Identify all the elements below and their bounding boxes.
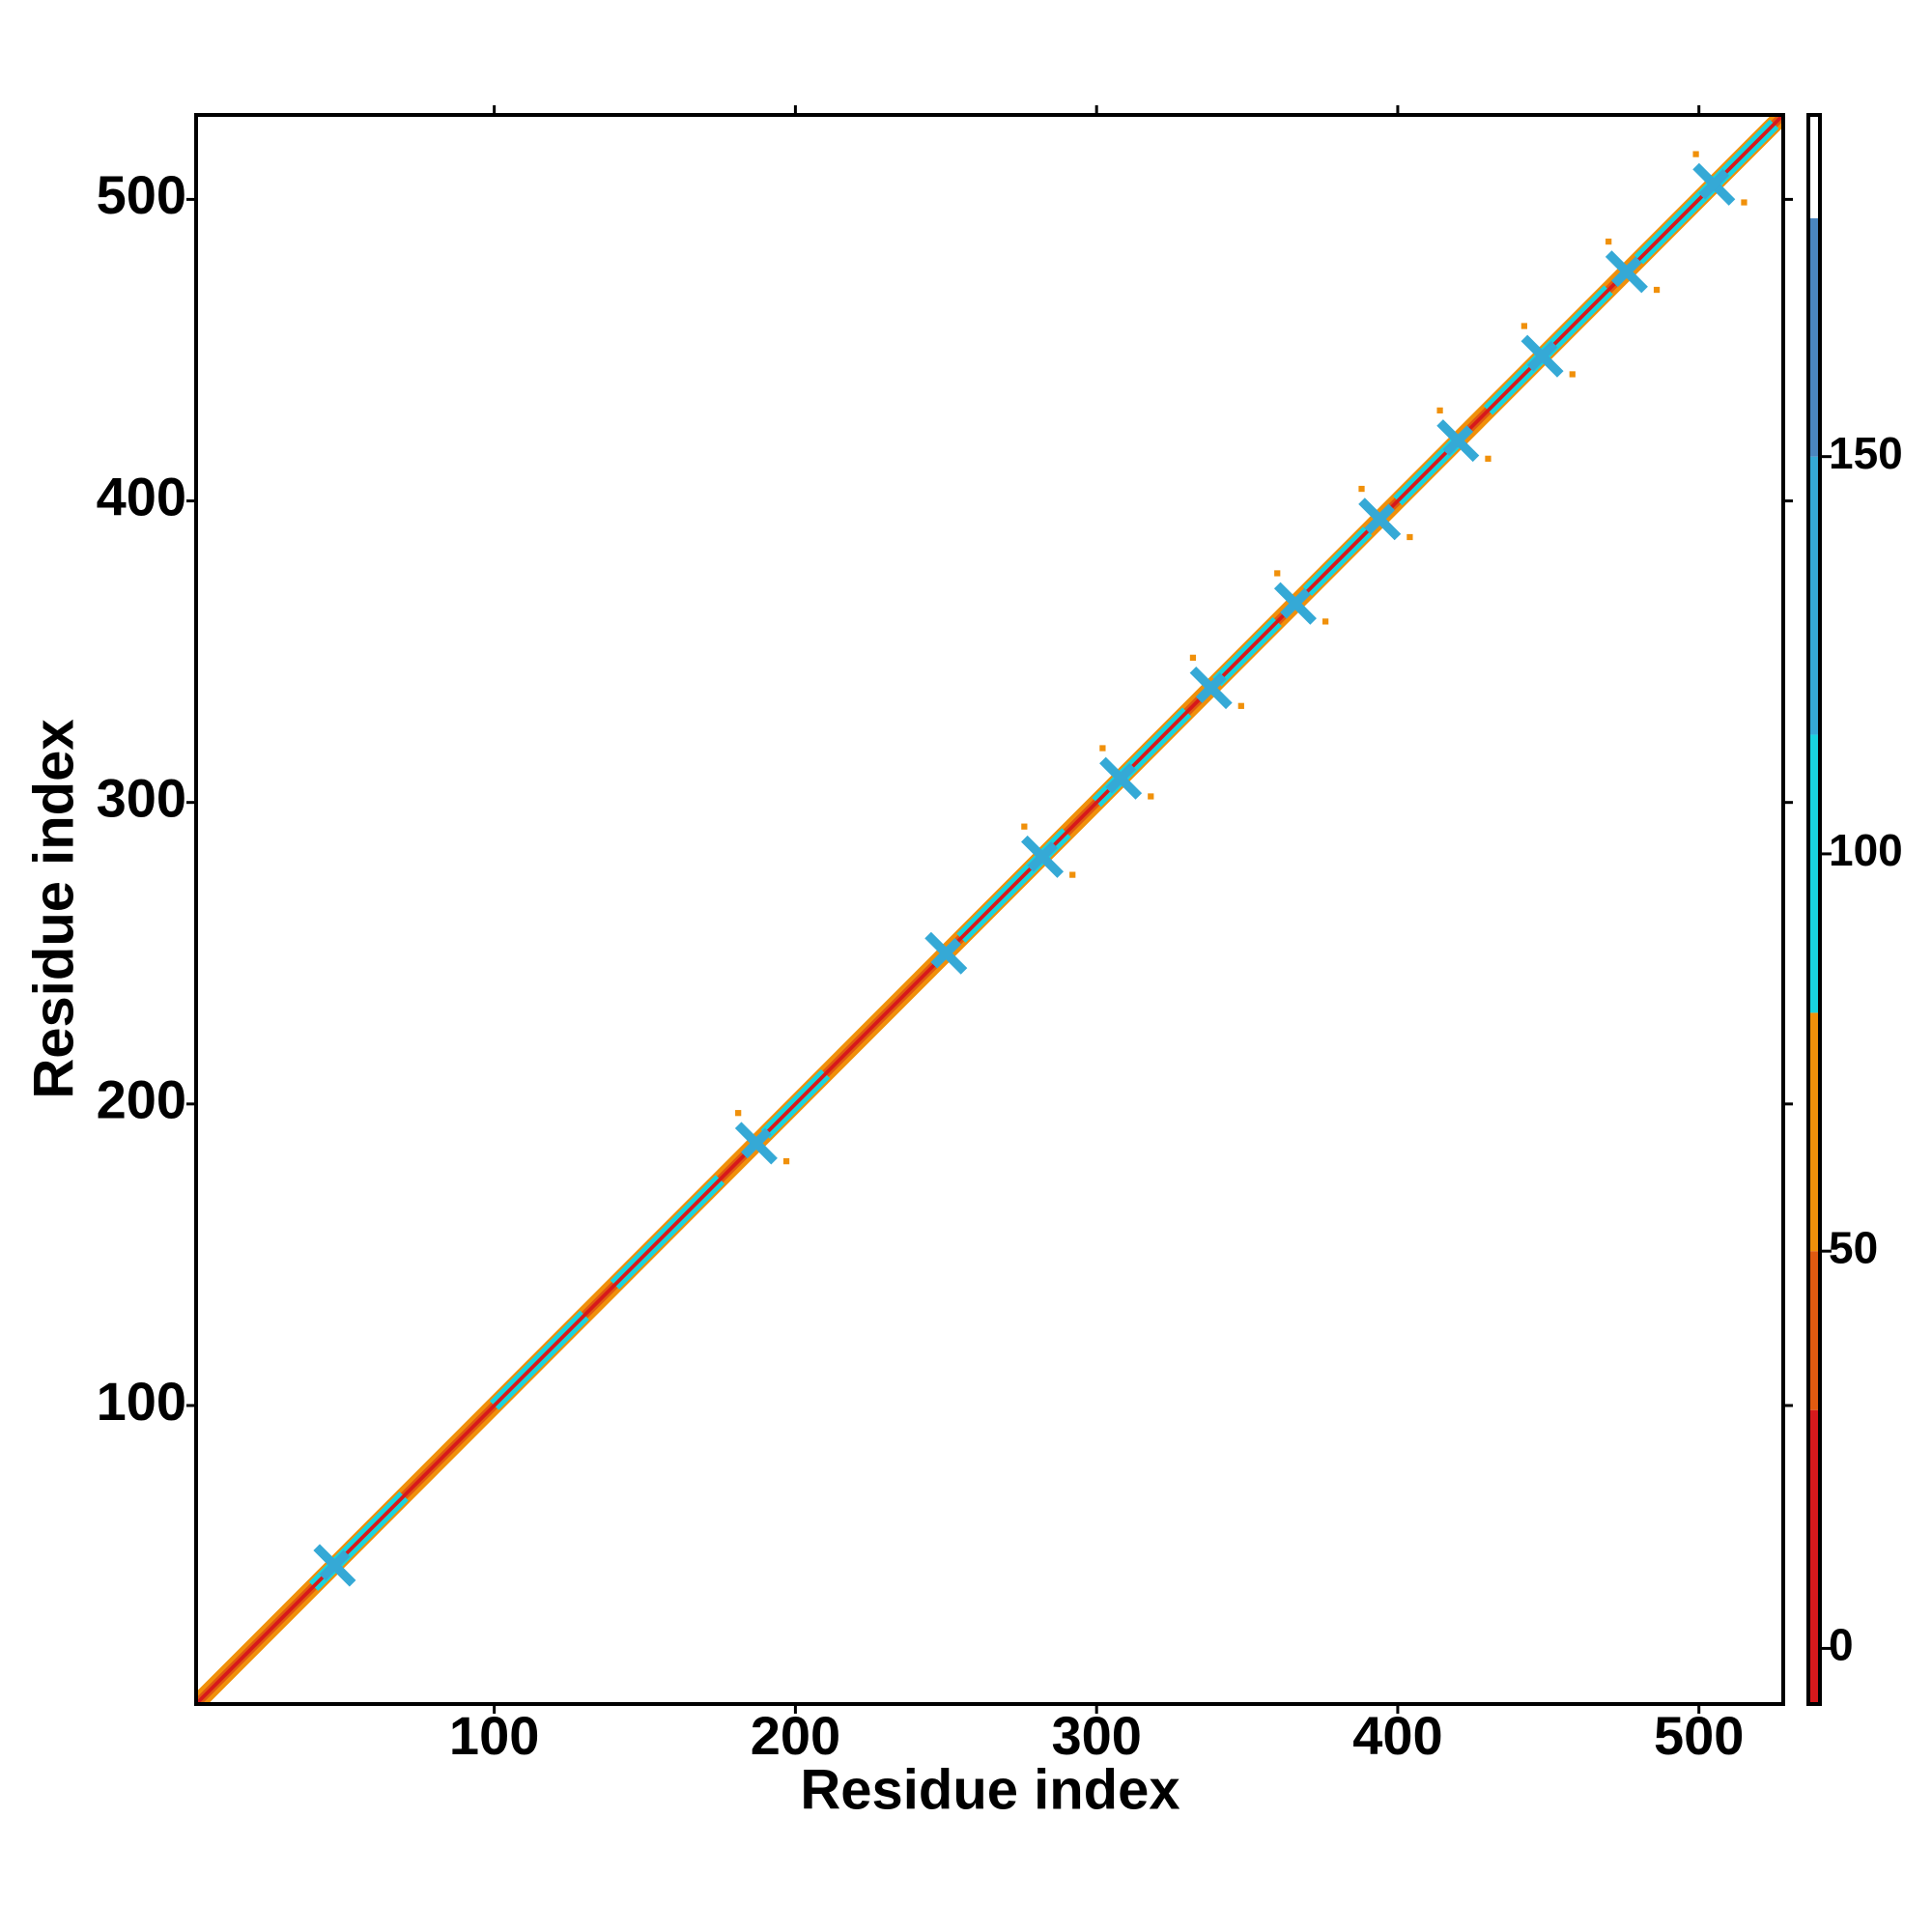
colorbar-frame: [1806, 113, 1822, 1706]
colorbar-bin: [1808, 1409, 1820, 1704]
contact-cell: [1653, 286, 1661, 294]
motif-cross: [1273, 582, 1317, 625]
colorbar-bin: [1808, 734, 1820, 1013]
contact-cell: [1358, 485, 1365, 493]
contact-cell: [1406, 533, 1413, 541]
motif-cross: [1436, 419, 1480, 463]
y-tick-label: 500: [97, 164, 186, 225]
contact-cell: [1520, 323, 1527, 329]
contact-cell: [1099, 745, 1106, 752]
x-axis-title: Residue index: [800, 1758, 1179, 1821]
motif-arm: [930, 937, 962, 969]
motif-arm: [1698, 169, 1730, 200]
y-tick-label: 100: [97, 1371, 186, 1432]
colorbar-tick-label: 0: [1829, 1620, 1854, 1670]
contact-cell: [1021, 823, 1028, 830]
y-tick-label: 400: [97, 466, 186, 526]
contact-cell: [1569, 371, 1576, 378]
contact-cell: [1189, 654, 1197, 661]
colorbar-bin: [1808, 217, 1820, 457]
x-tick-label: 500: [1654, 1705, 1744, 1766]
diagonal-band: [196, 115, 1783, 1704]
colorbar-bin: [1808, 115, 1820, 218]
motif-arm: [1364, 503, 1396, 535]
y-tick-label: 300: [97, 767, 186, 828]
motif-cross: [1021, 835, 1065, 878]
colorbar-bin: [1808, 456, 1820, 735]
motif-arm: [1105, 762, 1136, 794]
contact-cell: [1148, 793, 1154, 800]
motif-arm: [1526, 340, 1558, 372]
motif-cross: [1520, 334, 1564, 378]
motif-cross: [1605, 250, 1648, 294]
colorbar: [1808, 115, 1820, 1704]
colorbar-bin: [1808, 1012, 1820, 1252]
motif-arm: [1027, 841, 1058, 872]
motif-cross: [924, 931, 968, 975]
contact-cell: [782, 1158, 790, 1165]
colorbar-bin: [1808, 1251, 1820, 1410]
motif-arm: [1280, 587, 1311, 619]
contact-cell: [1436, 407, 1443, 414]
colorbar-tick-label: 100: [1829, 825, 1903, 875]
contact-cell: [1741, 199, 1747, 206]
contact-cell: [1605, 238, 1612, 245]
motif-cross: [734, 1122, 778, 1165]
contact-cell: [735, 1110, 742, 1117]
motif-arm: [741, 1127, 772, 1159]
motif-cross: [1099, 756, 1143, 800]
motif-arm: [319, 1549, 351, 1581]
plot-frame: [194, 113, 1785, 1706]
motif-cross: [1692, 162, 1736, 206]
motif-cross: [313, 1544, 356, 1587]
plot-area: [196, 115, 1783, 1704]
x-tick-label: 200: [751, 1705, 840, 1766]
contact-cell: [1485, 455, 1492, 462]
contact-cell: [1322, 618, 1329, 625]
contact-cell: [1069, 871, 1076, 878]
y-axis-title: Residue index: [22, 719, 85, 1098]
motif-arm: [1195, 672, 1227, 703]
contact-cell: [1692, 151, 1699, 157]
motif-arm: [1611, 256, 1642, 288]
motif-cross: [1358, 497, 1402, 541]
y-tick-label: 200: [97, 1069, 186, 1130]
x-tick-label: 400: [1352, 1705, 1442, 1766]
colorbar-tick-label: 150: [1829, 428, 1903, 478]
contact-cell: [1237, 702, 1244, 709]
contact-cell: [1274, 570, 1281, 577]
motif-cross: [1189, 667, 1233, 710]
x-tick-label: 100: [449, 1705, 539, 1766]
motif-arm: [1442, 425, 1474, 456]
colorbar-tick-label: 50: [1829, 1222, 1878, 1272]
x-tick-label: 300: [1051, 1705, 1141, 1766]
